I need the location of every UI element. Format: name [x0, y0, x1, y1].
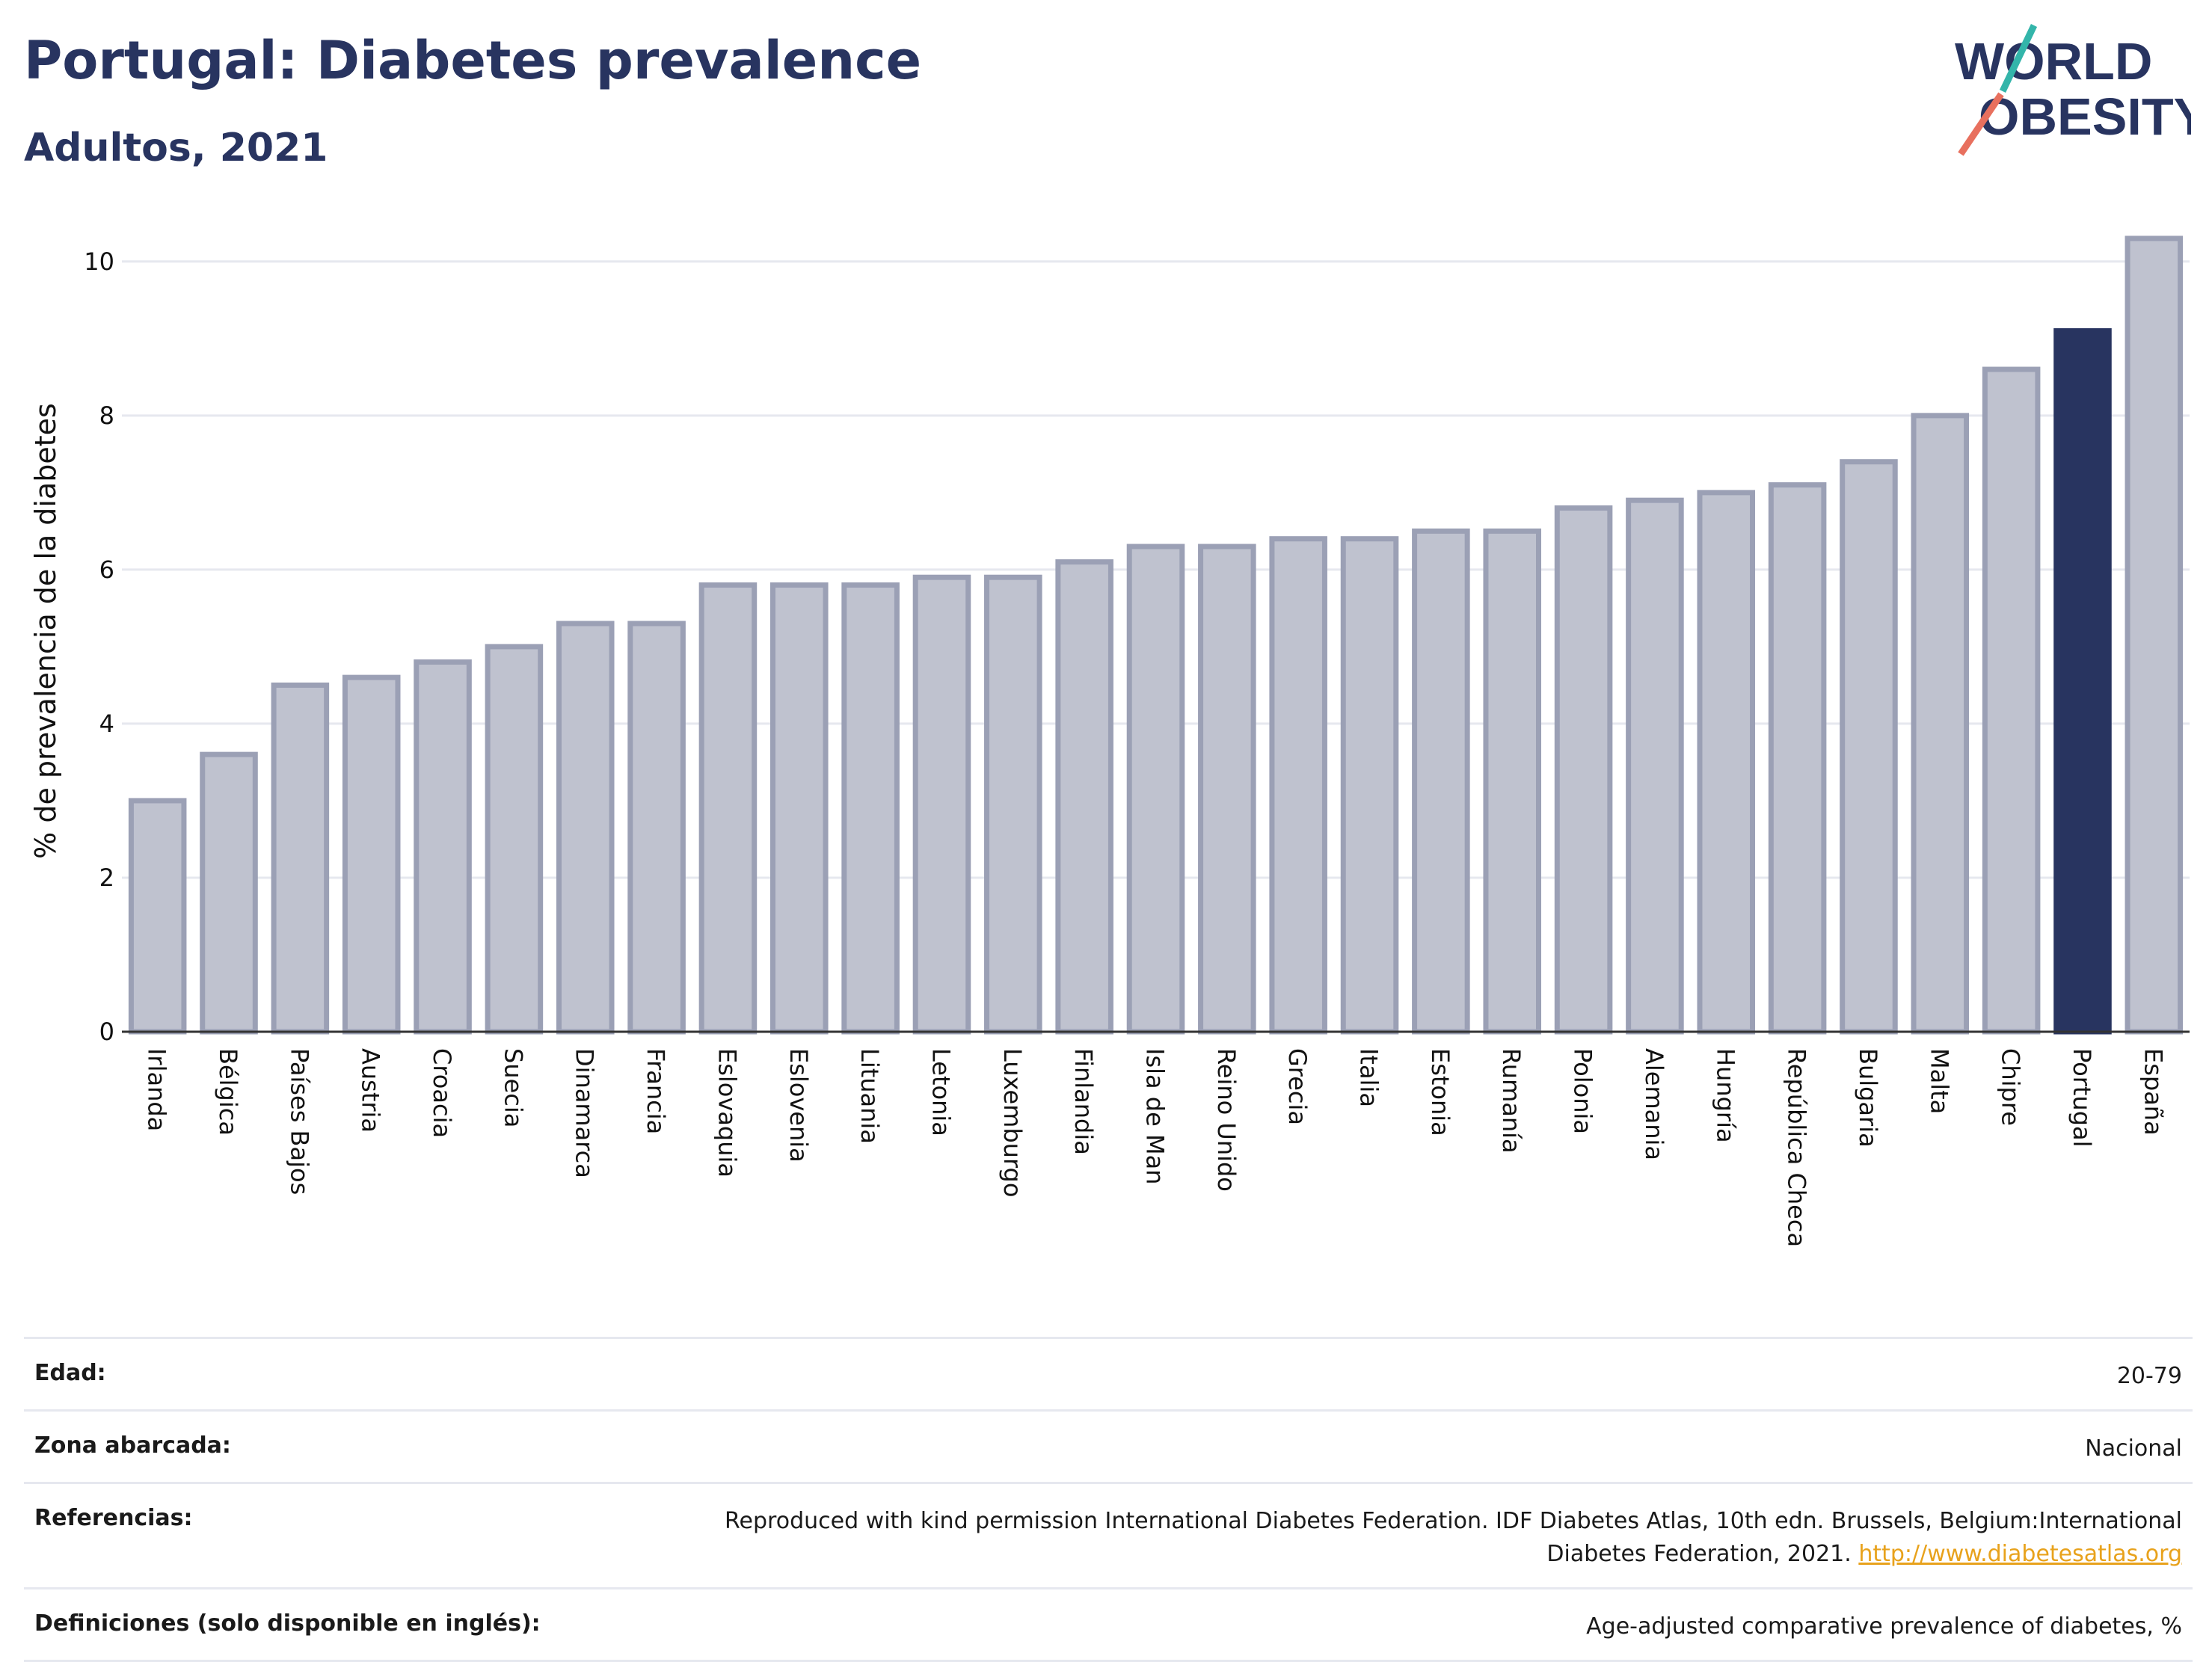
bar — [2053, 328, 2112, 1035]
x-tick-label: Polonia — [1569, 1048, 1597, 1134]
bar — [1626, 497, 1684, 1035]
logo-text-obesity: OBESITY — [1979, 87, 2191, 146]
bar — [271, 682, 330, 1035]
x-tick-label: Portugal — [2068, 1048, 2096, 1148]
x-tick-label: Suecia — [499, 1048, 527, 1127]
x-tick-label: Finlandia — [1069, 1048, 1098, 1155]
info-label: Definiciones (solo disponible en inglés)… — [34, 1610, 541, 1637]
bar — [1554, 505, 1613, 1035]
y-tick-label: 0 — [99, 1018, 114, 1046]
bar — [2125, 236, 2184, 1035]
y-tick-label: 2 — [99, 864, 114, 892]
info-value-text: Reproduced with kind permission Internat… — [725, 1508, 2182, 1567]
info-row: Definiciones (solo disponible en inglés)… — [24, 1587, 2193, 1662]
page-title: Portugal: Diabetes prevalence — [24, 30, 922, 91]
bar — [1911, 413, 1970, 1035]
logo-slash-teal — [1999, 24, 2038, 93]
page-subtitle: Adultos, 2021 — [24, 126, 328, 170]
y-tick-labels: 0 2 4 6 8 10 — [84, 247, 114, 1046]
x-tick-label: Lituania — [855, 1048, 884, 1144]
x-tick-label: España — [2139, 1048, 2167, 1136]
x-tick-label: Italia — [1355, 1048, 1383, 1107]
bar — [698, 582, 758, 1035]
x-tick-label: Rumanía — [1497, 1048, 1526, 1154]
bar — [627, 621, 686, 1035]
bar-chart: 0 2 4 6 8 10 Irlanda Bélgica Países Bajos Austri… — [29, 236, 2190, 1247]
bar — [1412, 528, 1470, 1035]
bar — [1055, 559, 1113, 1035]
y-tick-label: 4 — [99, 710, 114, 738]
x-tick-label: Estonia — [1426, 1048, 1454, 1136]
x-tick-label: Letonia — [927, 1048, 955, 1136]
bar — [1982, 366, 2041, 1035]
info-table: Edad: 20-79 Zona abarcada: Nacional Referenc… — [24, 1337, 2193, 1662]
x-tick-label: Francia — [642, 1048, 670, 1134]
info-value-text: Age-adjusted comparative prevalence of d… — [1586, 1613, 2182, 1640]
x-tick-label: Hungría — [1711, 1048, 1739, 1143]
bars — [128, 236, 2184, 1035]
bar — [1126, 544, 1185, 1035]
bar — [769, 582, 829, 1035]
bar — [1768, 482, 1827, 1035]
x-tick-label: Austria — [357, 1048, 385, 1133]
bar — [1840, 459, 1898, 1035]
x-tick-label: Irlanda — [143, 1048, 171, 1131]
info-row: Edad: 20-79 — [24, 1337, 2193, 1409]
x-tick-label: Isla de Man — [1141, 1048, 1170, 1184]
bar — [1340, 536, 1399, 1035]
x-tick-labels: Irlanda Bélgica Países Bajos Austria Croacia… — [143, 1048, 2168, 1247]
bar — [984, 574, 1042, 1035]
bar — [1697, 490, 1756, 1035]
x-tick-label: Bulgaria — [1854, 1048, 1882, 1148]
x-tick-label: Reino Unido — [1212, 1048, 1241, 1192]
x-tick-label: Eslovenia — [784, 1048, 813, 1163]
x-tick-label: Croacia — [428, 1048, 456, 1138]
bar — [841, 582, 900, 1035]
info-value-text: 20-79 — [2116, 1363, 2182, 1389]
x-tick-label: Bélgica — [214, 1048, 242, 1136]
logo-text-world: WORLD — [1955, 32, 2152, 90]
x-tick-label: Dinamarca — [571, 1048, 599, 1178]
info-label: Zona abarcada: — [34, 1432, 231, 1459]
bar — [1198, 544, 1256, 1035]
y-tick-label: 10 — [84, 247, 114, 276]
x-tick-label: Malta — [1925, 1048, 1953, 1114]
x-tick-label: Alemania — [1640, 1048, 1668, 1160]
bar — [200, 751, 258, 1035]
x-tick-label: Grecia — [1283, 1048, 1312, 1125]
reference-link[interactable]: http://www.diabetesatlas.org — [1858, 1541, 2182, 1567]
bar — [414, 659, 472, 1035]
world-obesity-logo: WORLD OBESITY — [1955, 24, 2191, 156]
info-value: 20-79 — [2117, 1360, 2182, 1393]
info-value-text: Nacional — [2085, 1435, 2182, 1462]
y-tick-label: 8 — [99, 401, 114, 430]
bar — [1269, 536, 1327, 1035]
info-row: Zona abarcada: Nacional — [24, 1409, 2193, 1482]
x-tick-label: República Checa — [1783, 1048, 1811, 1247]
bar — [342, 674, 401, 1035]
bar — [485, 644, 544, 1035]
logo-slash-coral — [1958, 92, 2004, 156]
x-tick-label: Luxemburgo — [998, 1048, 1027, 1197]
info-label: Edad: — [34, 1360, 106, 1386]
info-value: Reproduced with kind permission Internat… — [642, 1505, 2182, 1571]
y-axis-title: % de prevalencia de la diabetes — [29, 403, 62, 859]
x-tick-label: Eslovaquia — [713, 1048, 741, 1178]
info-row: Referencias: Reproduced with kind permiss… — [24, 1482, 2193, 1587]
info-value: Nacional — [2085, 1432, 2182, 1465]
bar — [556, 621, 615, 1035]
bar — [912, 574, 971, 1035]
bar — [128, 798, 187, 1035]
info-value: Age-adjusted comparative prevalence of d… — [1586, 1610, 2182, 1643]
y-tick-label: 6 — [99, 555, 114, 584]
x-tick-label: Países Bajos — [285, 1048, 313, 1195]
info-label: Referencias: — [34, 1505, 193, 1531]
x-tick-label: Chipre — [1997, 1048, 2025, 1126]
bar — [1483, 528, 1542, 1035]
